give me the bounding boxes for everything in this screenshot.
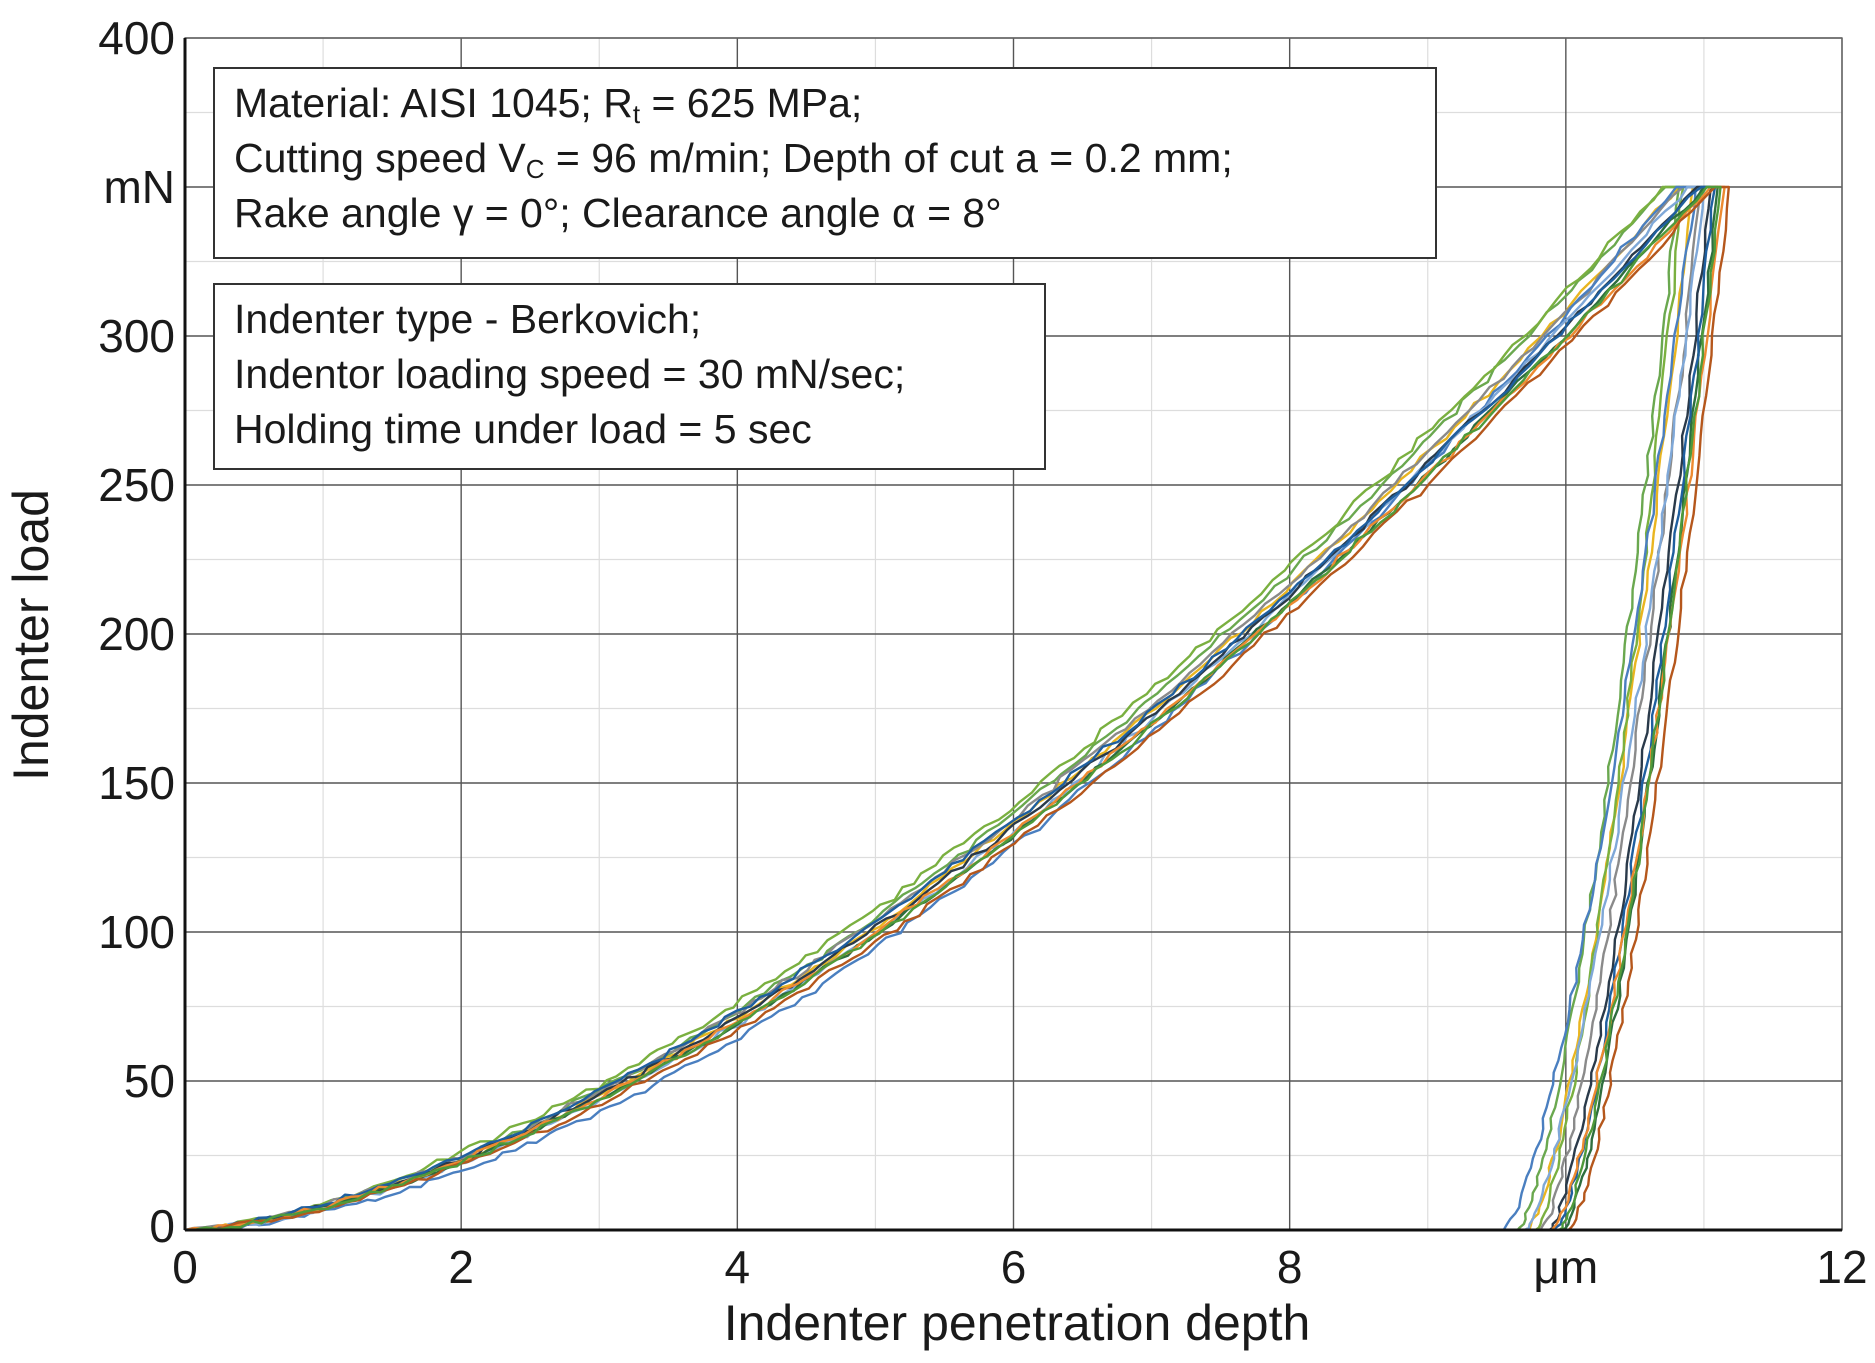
annotation-line: Rake angle γ = 0°; Clearance angle α = 8… — [234, 190, 1002, 236]
series-line-11 — [185, 185, 1730, 1232]
y-tick-label: 400 — [98, 12, 175, 64]
y-tick-label: 50 — [124, 1055, 175, 1107]
y-tick-label: 200 — [98, 608, 175, 660]
y-tick-label: 300 — [98, 310, 175, 362]
y-tick-label: 100 — [98, 906, 175, 958]
x-tick-label: 8 — [1277, 1241, 1303, 1293]
y-tick-label: 250 — [98, 459, 175, 511]
annotation-line: Indentor loading speed = 30 mN/sec; — [234, 351, 905, 397]
x-tick-label: 4 — [725, 1241, 751, 1293]
annotation-box-2: Indenter type - Berkovich; Indentor loadi… — [213, 283, 1046, 470]
x-tick-label: 12 — [1816, 1241, 1867, 1293]
y-axis-label: Indenter load — [3, 489, 59, 781]
annotation-frame — [213, 67, 1437, 259]
series-line-9 — [185, 185, 1717, 1232]
y-tick-labels: 0 50 100 150 200 250 300 mN 400 — [98, 12, 175, 1252]
annotation-line: Holding time under load = 5 sec — [234, 406, 812, 452]
series-layer — [184, 185, 1730, 1232]
annotation-line: Cutting speed VC = 96 m/min; Depth of cu… — [234, 135, 1233, 184]
y-tick-label: 0 — [149, 1200, 175, 1252]
series-line-12 — [185, 185, 1722, 1232]
annotation-line: Material: AISI 1045; Rt = 625 MPa; — [234, 80, 862, 129]
annotation-boxes: Material: AISI 1045; Rt = 625 MPa; Cuttin… — [213, 67, 1437, 470]
annotation-box-1: Material: AISI 1045; Rt = 625 MPa; Cuttin… — [213, 67, 1437, 259]
series-line-3 — [184, 185, 1685, 1232]
x-tick-label: 0 — [172, 1241, 198, 1293]
x-tick-label: μm — [1533, 1241, 1598, 1293]
y-tick-label: 150 — [98, 757, 175, 809]
x-axis-label: Indenter penetration depth — [724, 1295, 1311, 1351]
y-tick-label: mN — [103, 161, 175, 213]
x-tick-label: 2 — [448, 1241, 474, 1293]
x-tick-label: 6 — [1001, 1241, 1027, 1293]
annotation-line: Indenter type - Berkovich; — [234, 296, 701, 342]
annotation-frame — [213, 283, 1046, 470]
x-tick-labels: 0 2 4 6 8 μm 12 — [172, 1241, 1867, 1293]
plot-frame — [183, 37, 1843, 1232]
